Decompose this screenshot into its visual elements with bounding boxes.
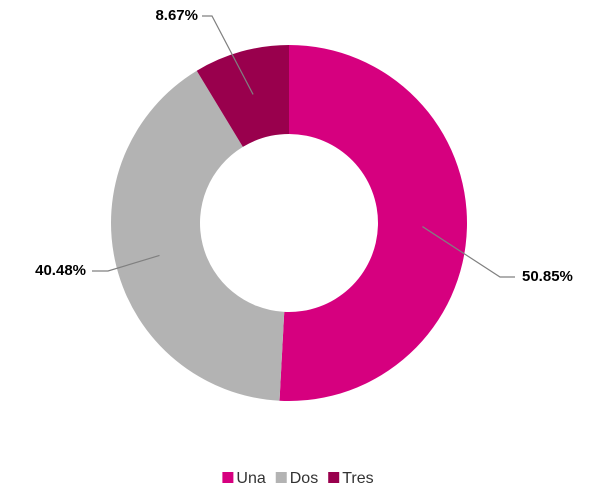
legend-swatch (328, 472, 340, 483)
data-label: 50.85% (522, 268, 573, 285)
legend-label: Tres (342, 470, 373, 487)
leader-line (422, 226, 515, 278)
data-label: 40.48% (35, 262, 86, 279)
legend-swatch (275, 472, 287, 483)
legend-label: Dos (290, 470, 318, 487)
donut-slice (196, 45, 289, 147)
leader-line (92, 254, 160, 272)
donut-slice (110, 70, 285, 401)
legend-label: Una (236, 470, 265, 487)
leader-line (202, 15, 254, 95)
legend-swatch (222, 472, 234, 483)
data-label: 8.67% (155, 7, 198, 24)
donut-slice (279, 45, 467, 401)
